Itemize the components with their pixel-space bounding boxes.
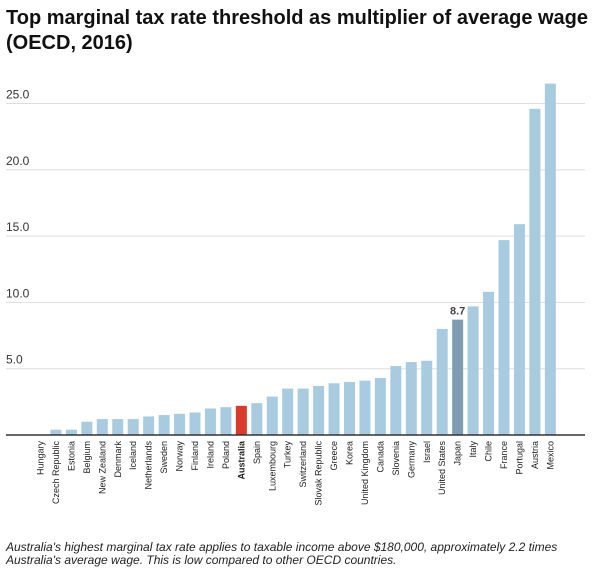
bar [483, 291, 495, 435]
bar [220, 407, 232, 435]
bar [81, 421, 93, 435]
chart-footnote: Australia's highest marginal tax rate ap… [6, 540, 558, 567]
bar [374, 377, 386, 435]
x-tick-label: Norway [175, 441, 185, 472]
x-tick-label: Portugal [514, 441, 524, 475]
bar [467, 306, 479, 435]
bar [189, 412, 201, 435]
x-tick-label: Slovenia [391, 441, 401, 476]
bar [390, 366, 402, 435]
bar [96, 419, 108, 435]
x-tick-label: Israel [422, 441, 432, 463]
bar-chart: 5.0 10.0 15.0 20.0 25.0 Hungary Czech Republic… [6, 83, 585, 506]
bar [436, 328, 448, 435]
x-tick-label: Japan [453, 441, 463, 466]
bar [328, 383, 340, 435]
x-tick-label: Slovak Republic [314, 441, 324, 506]
bar [266, 396, 278, 435]
x-tick-label: Finland [190, 441, 200, 471]
bar [421, 360, 433, 435]
x-tick-label: Estonia [66, 441, 76, 471]
y-tick-label: 5.0 [6, 353, 23, 367]
x-tick-label: New Zealand [97, 441, 107, 494]
bar [50, 429, 62, 435]
y-tick-label: 10.0 [6, 286, 30, 300]
bar [359, 380, 371, 435]
x-tick-label: Sweden [159, 441, 169, 474]
bar [297, 388, 309, 435]
bar [65, 429, 77, 435]
x-tick-label: Australia [236, 440, 246, 480]
x-tick-label: Hungary [36, 441, 46, 476]
x-tick-label: Iceland [128, 441, 138, 470]
bar [498, 240, 510, 435]
x-tick-label: Mexico [545, 441, 555, 470]
x-tick-label: Korea [345, 441, 355, 465]
x-tick-label: United Kingdom [360, 441, 370, 505]
bar [204, 408, 216, 435]
bar [344, 381, 355, 435]
bar [282, 388, 294, 435]
bar [452, 319, 464, 435]
x-tick-label: France [499, 441, 509, 469]
bar [143, 416, 155, 435]
x-tick-label: Germany [406, 441, 416, 479]
bar [544, 83, 556, 435]
x-tick-label: Czech Republic [51, 441, 61, 505]
x-tick-label: Greece [329, 441, 339, 471]
x-tick-label: Austria [530, 441, 540, 469]
x-tick-label: Denmark [113, 441, 123, 478]
bar [235, 405, 247, 435]
x-tick-label: Italy [468, 441, 478, 458]
y-tick-label: 15.0 [6, 220, 30, 234]
bar [313, 385, 325, 435]
bar [251, 403, 263, 435]
x-tick-label: Spain [252, 441, 262, 464]
bar [174, 413, 186, 435]
x-tick-label: United States [437, 441, 447, 496]
chart-title: Top marginal tax rate threshold as multi… [6, 7, 589, 54]
bar [112, 419, 124, 435]
bar [405, 362, 417, 435]
x-tick-label: Switzerland [298, 441, 308, 488]
x-tick-label: Ireland [205, 441, 215, 469]
bar [158, 415, 170, 435]
data-label: 8.7 [450, 306, 465, 318]
bar [529, 108, 541, 436]
x-tick-label: Poland [221, 441, 231, 469]
x-tick-label: Luxembourg [267, 441, 277, 491]
y-tick-label: 20.0 [6, 154, 30, 168]
bar [127, 419, 139, 435]
x-tick-label: Belgium [82, 441, 92, 474]
y-tick-label: 25.0 [6, 88, 30, 102]
x-tick-label: Turkey [283, 441, 293, 469]
bar [513, 224, 525, 435]
x-tick-label: Netherlands [144, 441, 154, 490]
x-tick-label: Canada [375, 441, 385, 473]
x-tick-label: Chile [484, 441, 494, 462]
